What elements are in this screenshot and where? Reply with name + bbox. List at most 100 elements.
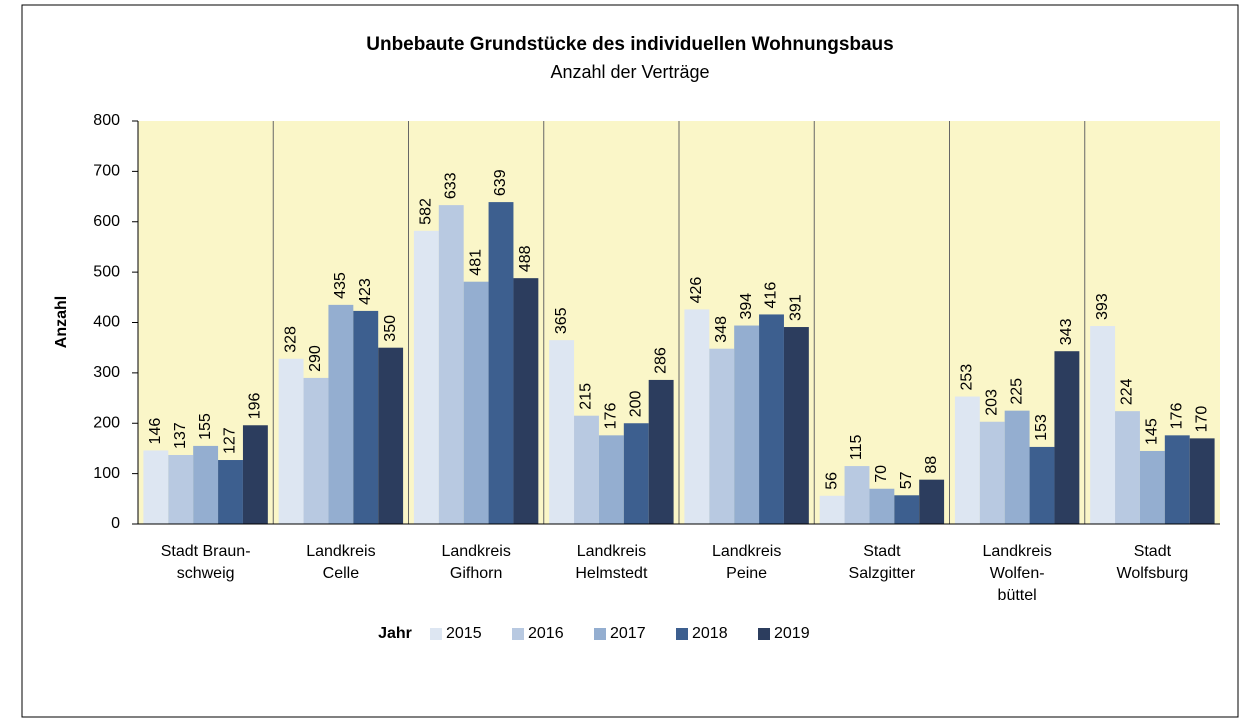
data-label: 155 — [197, 413, 214, 440]
data-label: 639 — [492, 169, 509, 196]
bar — [488, 202, 514, 524]
data-label: 365 — [553, 307, 570, 334]
data-label: 153 — [1033, 414, 1050, 441]
bar — [1090, 326, 1116, 524]
data-label: 423 — [357, 278, 374, 305]
data-label: 176 — [1168, 403, 1185, 430]
bar — [574, 415, 599, 524]
y-tick-label: 200 — [93, 414, 120, 431]
bar — [709, 348, 735, 524]
data-label: 350 — [382, 315, 399, 342]
bar — [549, 340, 575, 524]
legend-swatch — [430, 628, 442, 640]
data-label: 127 — [222, 427, 239, 454]
bar — [303, 377, 329, 524]
data-label: 203 — [983, 389, 1000, 416]
data-label: 56 — [823, 472, 840, 490]
bar — [1115, 411, 1140, 524]
bar — [919, 479, 945, 524]
bar — [218, 460, 243, 524]
data-label: 225 — [1008, 378, 1025, 405]
bar — [954, 396, 980, 524]
legend-label: 2018 — [692, 625, 728, 642]
bar — [168, 454, 194, 524]
bar — [193, 445, 219, 524]
data-label: 137 — [172, 422, 189, 449]
data-label: 582 — [418, 198, 435, 225]
bar — [413, 230, 439, 524]
y-tick-label: 700 — [93, 163, 120, 180]
legend-title: Jahr — [378, 625, 412, 642]
legend-label: 2017 — [610, 625, 646, 642]
data-label: 394 — [738, 293, 755, 320]
data-label: 145 — [1144, 418, 1161, 445]
data-label: 393 — [1094, 293, 1111, 320]
data-label: 426 — [688, 277, 705, 304]
legend-swatch — [758, 628, 770, 640]
bar — [1004, 410, 1030, 524]
bar — [353, 310, 379, 524]
y-tick-label: 0 — [111, 515, 120, 532]
data-label: 488 — [517, 245, 534, 272]
bar — [1164, 435, 1190, 524]
bar — [1054, 351, 1080, 524]
bar — [143, 450, 169, 524]
bar — [759, 314, 784, 524]
data-label: 343 — [1058, 318, 1075, 345]
x-tick-label: Landkreis Wolfen-büttel — [982, 543, 1051, 604]
data-label: 57 — [898, 471, 915, 489]
bar — [328, 304, 354, 524]
data-label: 200 — [627, 390, 644, 417]
bar — [378, 347, 404, 524]
data-label: 196 — [247, 392, 264, 419]
legend-label: 2015 — [446, 625, 482, 642]
data-label: 146 — [147, 418, 164, 445]
x-tick-label: Landkreis Celle — [306, 543, 375, 582]
bar — [1189, 438, 1215, 524]
data-label: 215 — [578, 383, 595, 410]
x-tick-label: Stadt Braun-schweig — [161, 543, 251, 582]
data-label: 481 — [467, 249, 484, 276]
data-label: 348 — [713, 316, 730, 343]
y-tick-label: 500 — [93, 263, 120, 280]
data-label: 391 — [788, 294, 805, 321]
legend-label: 2019 — [774, 625, 810, 642]
legend-label: 2016 — [528, 625, 564, 642]
bar — [819, 495, 845, 524]
bar — [1139, 450, 1165, 524]
x-tick-label: Landkreis Peine — [712, 543, 781, 582]
bar — [648, 379, 674, 524]
bar — [894, 495, 920, 524]
y-axis-title: Anzahl — [53, 296, 70, 348]
y-tick-label: 600 — [93, 213, 120, 230]
bar — [734, 325, 760, 524]
y-tick-label: 300 — [93, 364, 120, 381]
bar — [783, 327, 809, 524]
data-label: 88 — [923, 456, 940, 474]
data-label: 633 — [442, 172, 459, 199]
legend-swatch — [676, 628, 688, 640]
y-tick-label: 400 — [93, 314, 120, 331]
legend-swatch — [594, 628, 606, 640]
data-label: 176 — [603, 403, 620, 430]
legend-swatch — [512, 628, 524, 640]
bar — [684, 309, 710, 524]
bar — [513, 278, 539, 524]
data-label: 328 — [282, 326, 299, 353]
bar — [463, 281, 489, 524]
data-label: 224 — [1119, 378, 1136, 405]
data-label: 435 — [332, 272, 349, 299]
bar — [623, 423, 649, 524]
chart-title: Unbebaute Grundstücke des individuellen … — [366, 34, 893, 55]
bar — [598, 435, 624, 524]
bar — [979, 421, 1005, 524]
data-label: 286 — [652, 347, 669, 374]
data-label: 290 — [307, 345, 324, 372]
x-tick-label: Landkreis Gifhorn — [441, 543, 510, 582]
bar — [278, 358, 304, 524]
bar — [1029, 446, 1055, 524]
y-tick-label: 100 — [93, 465, 120, 482]
data-label: 253 — [959, 364, 976, 391]
x-tick-label: Stadt Salzgitter — [849, 543, 916, 582]
